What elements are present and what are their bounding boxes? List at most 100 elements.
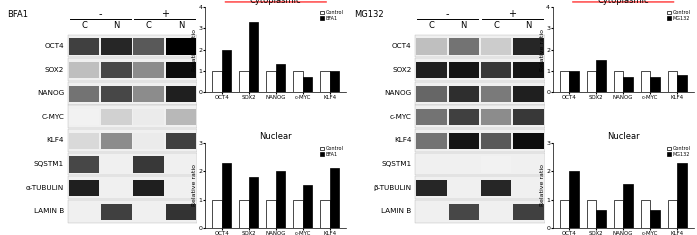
Bar: [302, 77, 312, 92]
Bar: [641, 200, 650, 228]
Bar: [68, 106, 197, 128]
Bar: [134, 109, 164, 125]
Bar: [68, 58, 197, 81]
Bar: [330, 168, 339, 228]
Text: KLF4: KLF4: [47, 137, 64, 143]
Bar: [416, 62, 447, 78]
Title: Nuclear: Nuclear: [259, 132, 292, 141]
Bar: [101, 109, 132, 125]
Bar: [513, 62, 544, 78]
Text: LAMIN B: LAMIN B: [33, 208, 64, 214]
Bar: [68, 153, 197, 176]
Text: NANOG: NANOG: [384, 90, 411, 96]
Legend: Control, BFA1: Control, BFA1: [319, 9, 344, 21]
Y-axis label: Relative ratio: Relative ratio: [192, 28, 197, 70]
Text: C: C: [493, 21, 499, 30]
Text: SQSTM1: SQSTM1: [381, 161, 411, 167]
Bar: [321, 71, 330, 92]
Bar: [416, 86, 447, 102]
Bar: [596, 210, 606, 228]
Text: SOX2: SOX2: [45, 67, 64, 73]
Text: C-MYC: C-MYC: [41, 114, 64, 120]
Bar: [321, 200, 330, 228]
Bar: [415, 82, 544, 105]
Bar: [481, 38, 512, 55]
Bar: [134, 156, 164, 173]
Bar: [449, 204, 479, 220]
Bar: [569, 71, 579, 92]
Bar: [101, 62, 132, 78]
Bar: [650, 77, 660, 92]
Bar: [293, 200, 302, 228]
Bar: [101, 86, 132, 102]
Text: α-TUBULIN: α-TUBULIN: [26, 185, 64, 191]
Bar: [213, 71, 222, 92]
Bar: [134, 62, 164, 78]
Bar: [587, 200, 596, 228]
Text: N: N: [526, 21, 532, 30]
Bar: [166, 38, 197, 55]
Bar: [415, 153, 544, 176]
Text: β-TUBULIN: β-TUBULIN: [374, 185, 411, 191]
Bar: [623, 184, 633, 228]
Bar: [677, 163, 687, 228]
Bar: [641, 71, 650, 92]
Bar: [266, 71, 276, 92]
Bar: [513, 86, 544, 102]
Bar: [449, 86, 479, 102]
Text: C: C: [429, 21, 434, 30]
Bar: [587, 71, 596, 92]
Bar: [513, 133, 544, 149]
Bar: [415, 58, 544, 81]
Text: BFA1: BFA1: [7, 10, 28, 19]
Text: N: N: [113, 21, 120, 30]
Bar: [416, 133, 447, 149]
Bar: [415, 35, 544, 57]
Bar: [623, 77, 633, 92]
Bar: [614, 71, 623, 92]
Bar: [222, 163, 231, 228]
Bar: [449, 62, 479, 78]
Bar: [513, 204, 544, 220]
Bar: [68, 200, 197, 223]
Bar: [415, 129, 544, 152]
Bar: [416, 38, 447, 55]
Bar: [69, 38, 99, 55]
Text: MG132: MG132: [354, 10, 384, 19]
Text: -: -: [446, 9, 450, 19]
Title: Cytoplasmic: Cytoplasmic: [597, 0, 649, 5]
Bar: [668, 200, 677, 228]
Legend: Control, MG132: Control, MG132: [667, 9, 691, 21]
Bar: [69, 133, 99, 149]
Legend: Control, MG132: Control, MG132: [667, 145, 691, 157]
Text: N: N: [461, 21, 467, 30]
Title: Cytoplasmic: Cytoplasmic: [250, 0, 302, 5]
Text: -: -: [98, 9, 102, 19]
Bar: [166, 109, 197, 125]
Bar: [69, 180, 99, 196]
Bar: [513, 109, 544, 125]
Bar: [101, 133, 132, 149]
Bar: [481, 180, 512, 196]
Text: OCT4: OCT4: [392, 43, 411, 49]
Text: C: C: [81, 21, 87, 30]
Y-axis label: Relative ratio: Relative ratio: [539, 28, 545, 70]
Bar: [134, 86, 164, 102]
Bar: [677, 75, 687, 92]
Text: SQSTM1: SQSTM1: [34, 161, 64, 167]
Text: +: +: [508, 9, 516, 19]
Bar: [69, 109, 99, 125]
Text: +: +: [161, 9, 169, 19]
Bar: [166, 204, 197, 220]
Bar: [101, 204, 132, 220]
Bar: [481, 62, 512, 78]
Bar: [69, 62, 99, 78]
Y-axis label: Relative ratio: Relative ratio: [192, 164, 197, 207]
Bar: [481, 156, 512, 173]
Bar: [266, 200, 276, 228]
Bar: [560, 200, 569, 228]
Bar: [166, 133, 197, 149]
Bar: [101, 38, 132, 55]
Text: C: C: [146, 21, 152, 30]
Bar: [134, 133, 164, 149]
